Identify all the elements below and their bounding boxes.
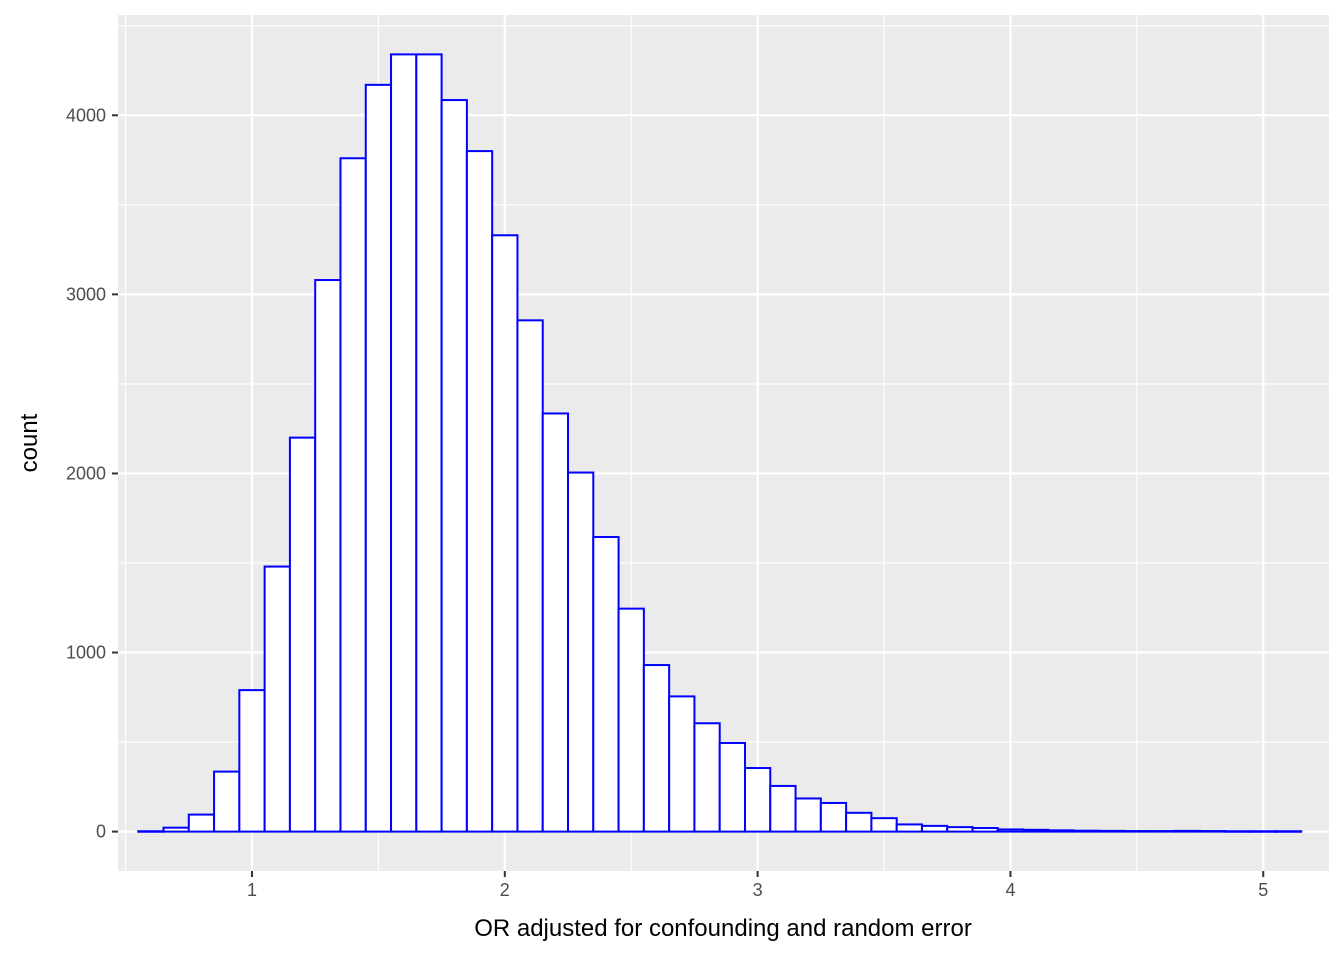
histogram-bar xyxy=(238,689,266,833)
histogram-bar xyxy=(971,827,999,833)
y-axis-title: count xyxy=(16,413,43,472)
y-tick-label: 0 xyxy=(96,822,106,842)
y-tick-label: 4000 xyxy=(66,105,106,125)
x-axis: 1 2 3 4 5 xyxy=(247,871,1268,900)
x-tick-label: 1 xyxy=(247,880,257,900)
histogram-bar xyxy=(668,695,696,833)
y-tick-label: 3000 xyxy=(66,284,106,304)
histogram-bar xyxy=(339,157,367,833)
histogram-bar xyxy=(440,99,468,833)
histogram-bar xyxy=(1249,830,1277,833)
histogram-bar xyxy=(1097,829,1126,833)
x-tick-label: 2 xyxy=(500,880,510,900)
y-tick-label: 2000 xyxy=(66,463,106,483)
x-axis-title: OR adjusted for confounding and random e… xyxy=(474,915,972,942)
histogram-bar xyxy=(1123,830,1151,833)
histogram-bar xyxy=(819,801,848,833)
histogram-bar xyxy=(516,319,544,833)
histogram-bar xyxy=(794,797,822,833)
histogram-bar xyxy=(718,741,746,833)
histogram-bar xyxy=(743,767,772,833)
histogram-bar xyxy=(415,53,443,833)
histogram-bar xyxy=(314,279,342,833)
histogram-bar xyxy=(1199,830,1227,833)
histogram-bar xyxy=(162,826,190,833)
histogram-bar xyxy=(541,412,570,833)
histogram-bar xyxy=(1072,829,1100,833)
histogram-bar xyxy=(1224,830,1252,833)
histogram-bar xyxy=(567,471,595,833)
histogram-bar xyxy=(288,436,317,833)
y-tick-label: 1000 xyxy=(66,643,106,663)
histogram-bar xyxy=(617,607,645,833)
histogram-bar xyxy=(693,722,721,833)
histogram-bar xyxy=(845,811,873,833)
histogram-bar xyxy=(769,784,797,833)
histogram-bar xyxy=(1173,829,1202,833)
histogram-bar xyxy=(263,565,291,833)
histogram-bar xyxy=(592,536,620,833)
histogram-bar xyxy=(946,826,974,833)
histogram-bars xyxy=(137,53,1303,833)
y-axis: 0 1000 2000 3000 4000 xyxy=(66,105,118,842)
histogram-bar xyxy=(465,150,494,833)
x-tick-label: 3 xyxy=(753,880,763,900)
histogram-bar xyxy=(364,83,393,833)
histogram-bar xyxy=(1274,830,1303,833)
histogram-bar xyxy=(1148,830,1176,833)
histogram-bar xyxy=(491,234,519,833)
x-tick-label: 5 xyxy=(1258,880,1268,900)
histogram-bar xyxy=(187,813,216,833)
histogram-bar xyxy=(390,53,418,833)
histogram-bar xyxy=(870,817,898,833)
histogram-bar xyxy=(1022,828,1050,833)
histogram-bar xyxy=(996,828,1025,833)
histogram-bar xyxy=(895,823,923,833)
histogram-bar xyxy=(1047,829,1075,833)
x-tick-label: 4 xyxy=(1005,880,1015,900)
histogram-bar xyxy=(213,770,241,833)
histogram-bar xyxy=(137,830,165,833)
histogram-bar xyxy=(642,664,671,833)
histogram-bar xyxy=(920,824,949,833)
